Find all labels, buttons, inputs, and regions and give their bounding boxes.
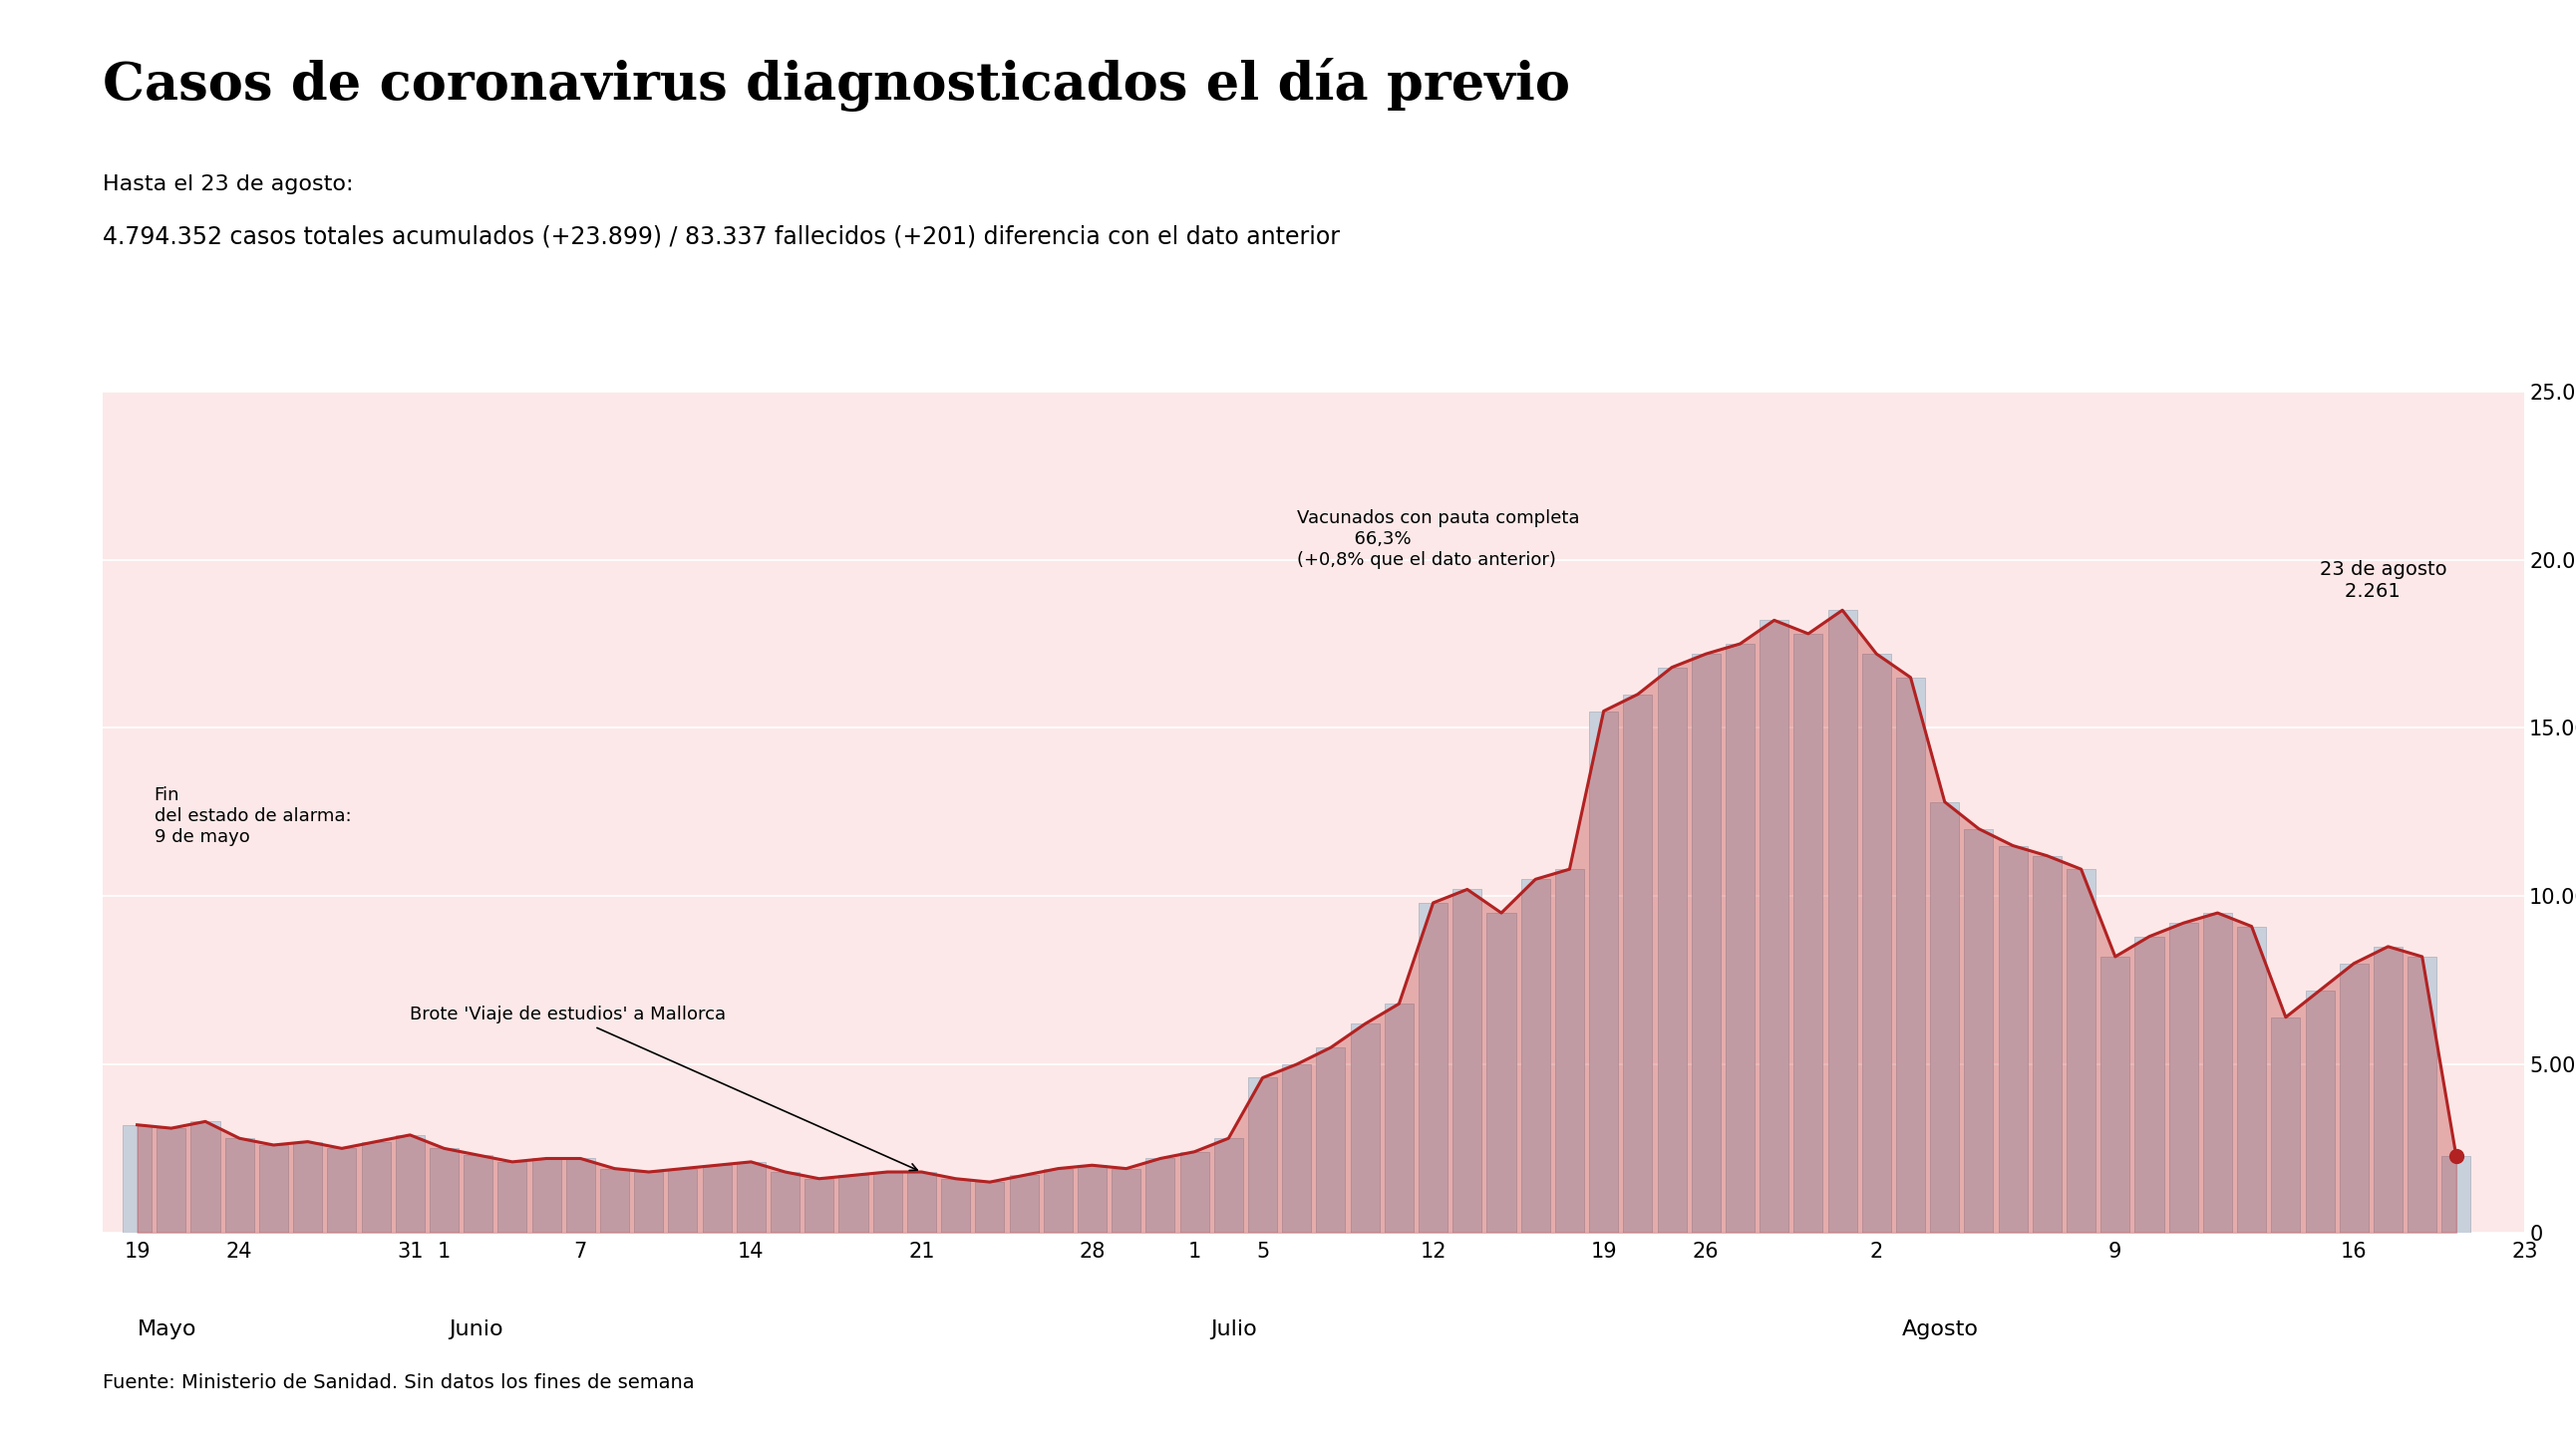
Bar — [327, 1148, 355, 1232]
Bar — [2272, 1018, 2300, 1232]
Bar — [1999, 845, 2027, 1232]
Bar — [191, 1121, 219, 1232]
Bar — [976, 1182, 1005, 1232]
Bar — [1043, 1169, 1072, 1232]
Text: Brote 'Viaje de estudios' a Mallorca: Brote 'Viaje de estudios' a Mallorca — [410, 1006, 917, 1170]
Bar — [1896, 677, 1924, 1232]
Bar — [1283, 1064, 1311, 1232]
Bar — [703, 1166, 732, 1232]
Bar — [1556, 869, 1584, 1232]
Bar — [1589, 710, 1618, 1232]
Bar — [1692, 654, 1721, 1232]
Text: Mayo: Mayo — [137, 1320, 196, 1340]
Bar — [2306, 990, 2334, 1232]
Bar — [1146, 1159, 1175, 1232]
Bar — [224, 1138, 255, 1232]
Bar — [531, 1159, 562, 1232]
Bar — [294, 1141, 322, 1232]
Bar — [940, 1179, 971, 1232]
Bar — [260, 1146, 289, 1232]
Bar — [497, 1161, 528, 1232]
Bar — [907, 1172, 935, 1232]
Text: Fuente: Ministerio de Sanidad. Sin datos los fines de semana: Fuente: Ministerio de Sanidad. Sin datos… — [103, 1373, 696, 1392]
Bar — [600, 1169, 629, 1232]
Bar — [2202, 914, 2231, 1232]
Text: Casos de coronavirus diagnosticados el día previo: Casos de coronavirus diagnosticados el d… — [103, 58, 1571, 112]
Bar — [1623, 695, 1651, 1232]
Bar — [1213, 1138, 1244, 1232]
Bar — [1486, 914, 1515, 1232]
Text: Agosto: Agosto — [1901, 1320, 1978, 1340]
Bar — [1929, 802, 1960, 1232]
Bar — [2339, 963, 2367, 1232]
Bar — [770, 1172, 799, 1232]
Bar — [1453, 889, 1481, 1232]
Bar — [1419, 903, 1448, 1232]
Bar — [2372, 947, 2403, 1232]
Bar — [873, 1172, 902, 1232]
Bar — [2136, 937, 2164, 1232]
Bar — [2066, 869, 2097, 1232]
Text: Fin
del estado de alarma:
9 de mayo: Fin del estado de alarma: 9 de mayo — [155, 786, 350, 845]
Text: Vacunados con pauta completa
          66,3%
(+0,8% que el dato anterior): Vacunados con pauta completa 66,3% (+0,8… — [1296, 509, 1579, 568]
Bar — [1180, 1151, 1208, 1232]
Bar — [840, 1176, 868, 1232]
Bar — [2236, 927, 2267, 1232]
Bar — [2442, 1157, 2470, 1232]
Bar — [1316, 1047, 1345, 1232]
Bar — [634, 1172, 662, 1232]
Bar — [804, 1179, 835, 1232]
Bar — [1793, 634, 1824, 1232]
Bar — [464, 1156, 492, 1232]
Bar — [2102, 957, 2130, 1232]
Bar — [1862, 654, 1891, 1232]
Text: Junio: Junio — [448, 1320, 502, 1340]
Bar — [1249, 1077, 1278, 1232]
Bar — [667, 1169, 698, 1232]
Text: Hasta el 23 de agosto:: Hasta el 23 de agosto: — [103, 174, 353, 194]
Bar — [1383, 1003, 1414, 1232]
Bar — [1656, 667, 1687, 1232]
Bar — [124, 1125, 152, 1232]
Text: 23 de agosto
    2.261: 23 de agosto 2.261 — [2321, 560, 2447, 600]
Text: Julio: Julio — [1211, 1320, 1257, 1340]
Bar — [2169, 924, 2197, 1232]
Bar — [1829, 610, 1857, 1232]
Text: 4.794.352 casos totales acumulados (+23.899) / 83.337 fallecidos (+201) diferenc: 4.794.352 casos totales acumulados (+23.… — [103, 225, 1340, 248]
Bar — [430, 1148, 459, 1232]
Bar — [1759, 621, 1788, 1232]
Bar — [737, 1161, 765, 1232]
Bar — [1077, 1166, 1108, 1232]
Bar — [361, 1141, 392, 1232]
Bar — [567, 1159, 595, 1232]
Bar — [2409, 957, 2437, 1232]
Bar — [397, 1135, 425, 1232]
Bar — [157, 1128, 185, 1232]
Bar — [1965, 829, 1994, 1232]
Bar — [2032, 855, 2061, 1232]
Bar — [1010, 1176, 1038, 1232]
Bar — [1726, 644, 1754, 1232]
Bar — [1520, 879, 1551, 1232]
Bar — [1113, 1169, 1141, 1232]
Bar — [1350, 1024, 1378, 1232]
